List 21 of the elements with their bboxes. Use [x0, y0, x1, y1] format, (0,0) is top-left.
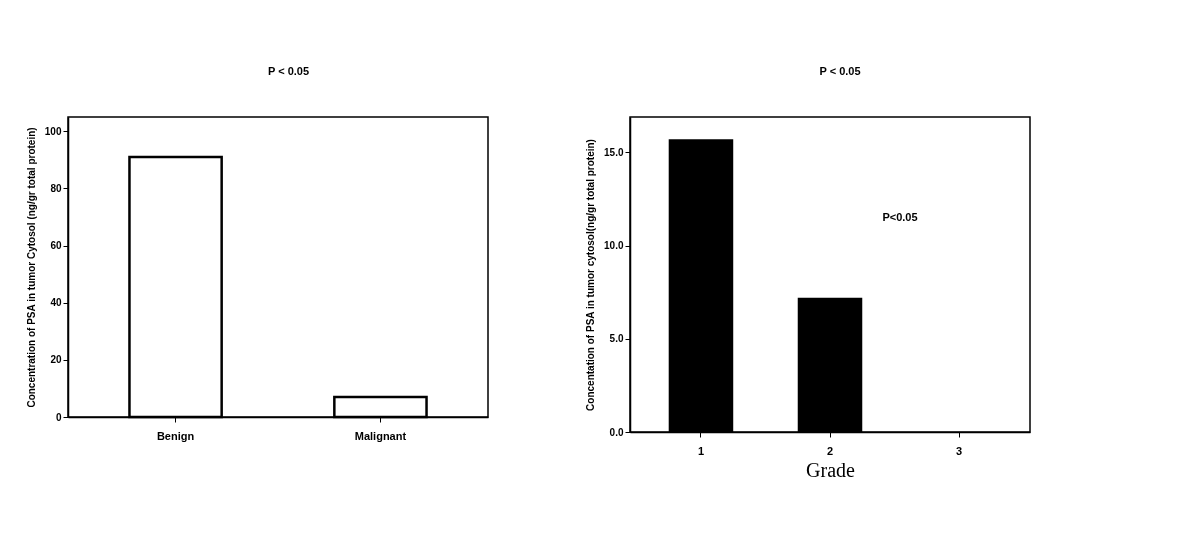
- x-tick-label: Benign: [156, 429, 195, 442]
- y-tick-label: 60: [50, 240, 62, 252]
- y-tick-label: 15.0: [604, 146, 624, 158]
- x-tick-label: Malignant: [354, 429, 407, 442]
- x-tick-label: 2: [826, 444, 834, 457]
- y-axis-title: Concentration of PSA in tumor Cytosol (ng/gr total protein): [25, 127, 37, 408]
- y-tick-label: 100: [44, 125, 62, 137]
- y-tick-label: 20: [50, 354, 62, 366]
- text: P < 0.05: [267, 65, 310, 77]
- annotation: P<0.05: [882, 210, 918, 223]
- y-tick-label: 40: [50, 297, 62, 309]
- x-tick-label: 1: [697, 444, 705, 457]
- text: P < 0.05: [819, 65, 861, 77]
- y-tick-label: 0: [55, 411, 62, 423]
- y-tick-label: 0.0: [609, 426, 624, 438]
- x-tick-label: 3: [955, 444, 963, 457]
- x-axis-title: Grade: [806, 458, 856, 481]
- y-tick-label: 5.0: [609, 333, 624, 345]
- y-axis-title: Concentation of PSA in tumor cytosol(ng/gr total protein): [585, 139, 597, 411]
- y-tick-label: 10.0: [604, 240, 624, 252]
- y-tick-label: 80: [50, 182, 62, 194]
